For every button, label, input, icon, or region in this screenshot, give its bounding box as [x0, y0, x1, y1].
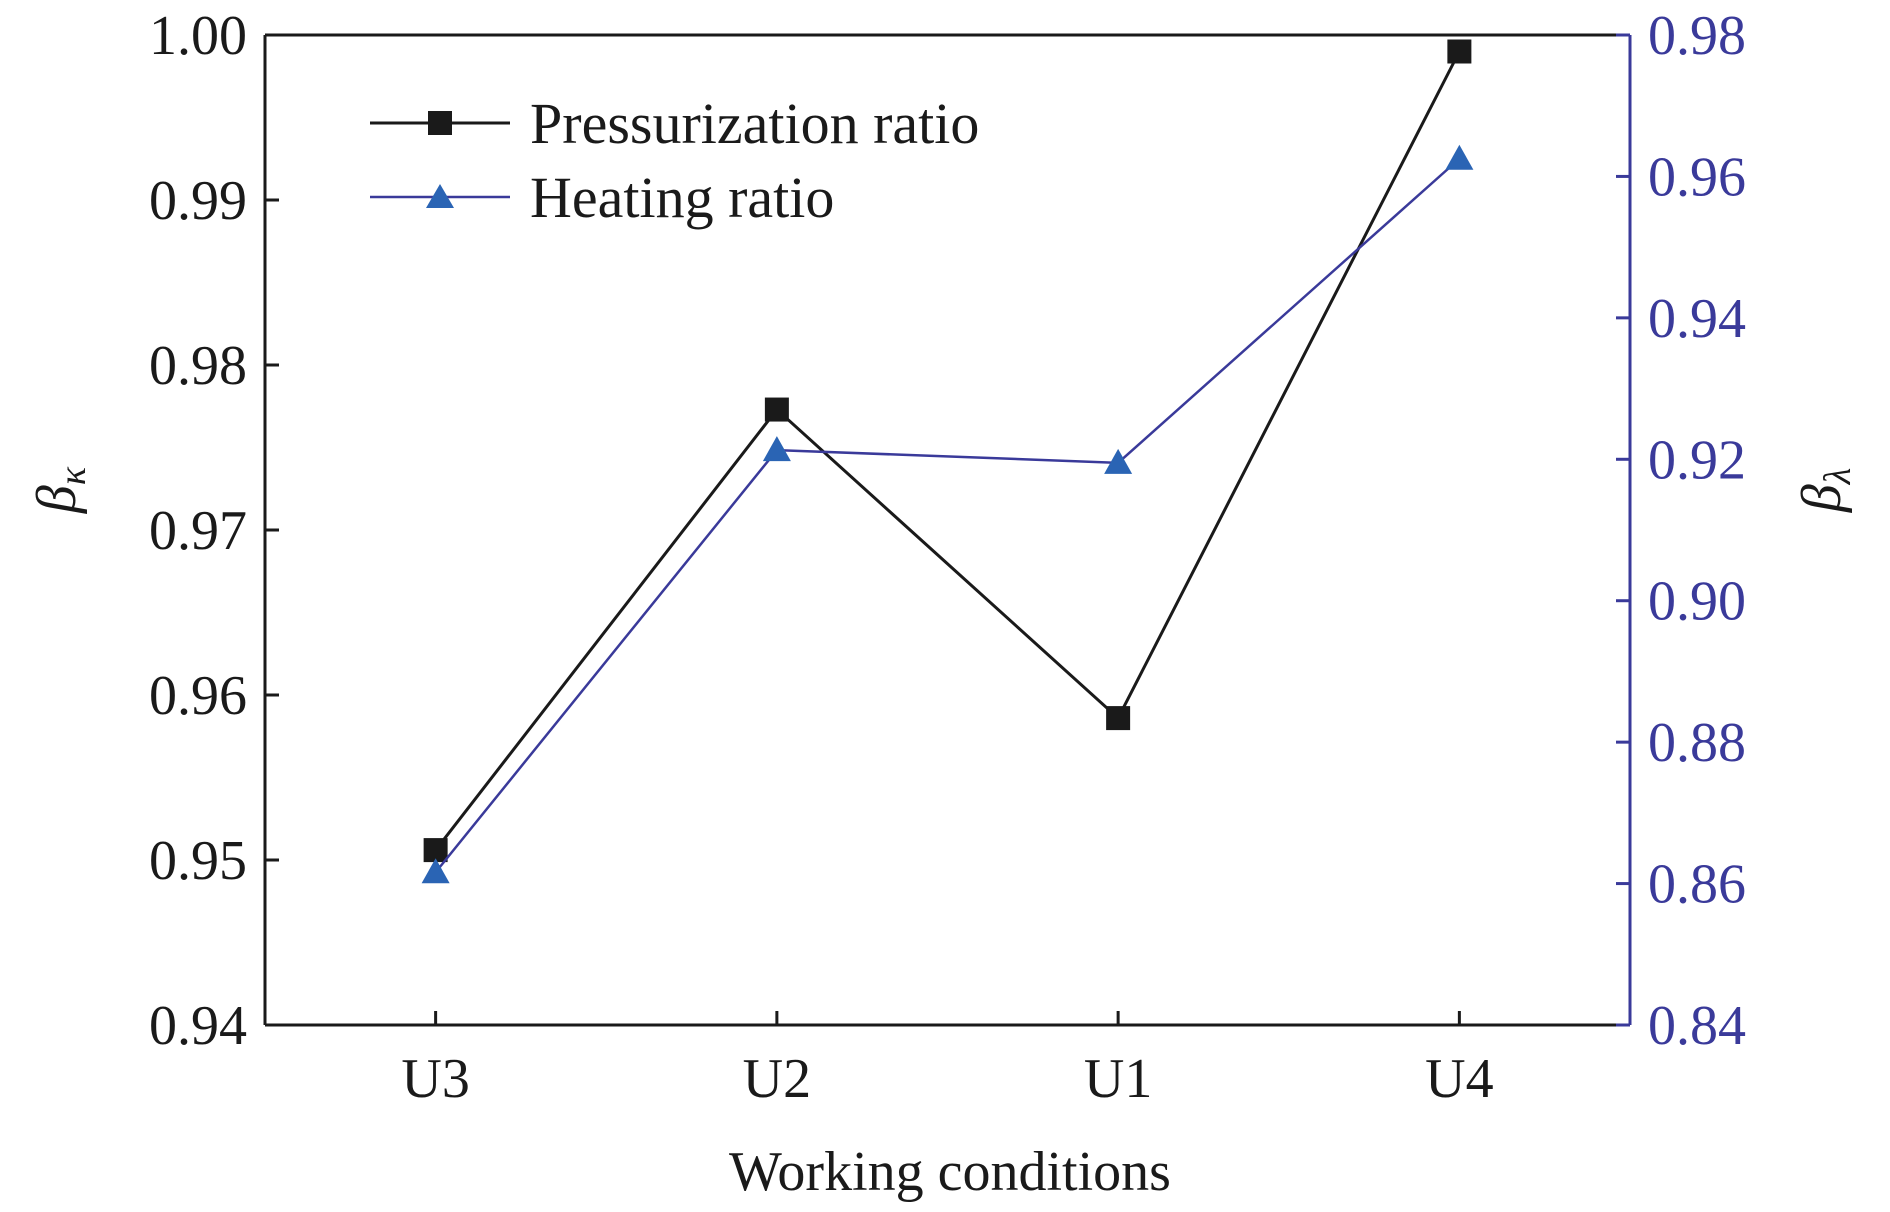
- left-tick-label: 1.00: [149, 5, 247, 67]
- data-point-pressurization-ratio-u2: [764, 397, 789, 422]
- data-point-pressurization-ratio-u3: [423, 838, 448, 863]
- right-tick-label: 0.92: [1648, 429, 1746, 491]
- legend-marker-triangle: [426, 184, 454, 208]
- right-tick-label: 0.88: [1648, 712, 1746, 774]
- data-point-heating-ratio-u2: [762, 436, 791, 462]
- left-axis-ticks: 0.94 0.95 0.96 0.97 0.98 0.99 1.00: [149, 5, 279, 1057]
- x-axis-ticks: U3 U2 U1 U4: [401, 1011, 1494, 1110]
- x-tick-label-u4: U4: [1425, 1048, 1493, 1110]
- right-axis-ticks: 0.84 0.86 0.88 0.90 0.92 0.94 0.96 0.98: [1616, 5, 1746, 1057]
- left-tick-label: 0.94: [149, 995, 247, 1057]
- right-tick-label: 0.86: [1648, 854, 1746, 916]
- svg-text:βκ: βκ: [26, 466, 94, 514]
- x-axis-title: Working conditions: [729, 1141, 1171, 1203]
- left-axis-title-subscript: κ: [52, 466, 94, 485]
- right-tick-label: 0.84: [1648, 995, 1746, 1057]
- series-line-pressurization-ratio: [434, 50, 1461, 852]
- legend: Pressurization ratio Heating ratio: [370, 91, 979, 230]
- right-axis-title-symbol: β: [1791, 484, 1853, 513]
- data-point-pressurization-ratio-u4: [1447, 39, 1472, 64]
- left-tick-label: 0.95: [149, 830, 247, 892]
- left-tick-label: 0.96: [149, 665, 247, 727]
- legend-label-heating: Heating ratio: [530, 165, 834, 230]
- series-layer: [421, 39, 1474, 884]
- right-tick-label: 0.96: [1648, 146, 1746, 208]
- left-tick-label: 0.97: [149, 500, 247, 562]
- right-axis-title-subscript: λ: [1817, 468, 1859, 485]
- left-axis-title-symbol: β: [26, 485, 88, 514]
- right-tick-label: 0.98: [1648, 5, 1746, 67]
- data-point-pressurization-ratio-u1: [1106, 706, 1131, 731]
- right-tick-label: 0.94: [1648, 288, 1746, 350]
- legend-item-pressurization: Pressurization ratio: [370, 91, 979, 156]
- data-point-heating-ratio-u1: [1104, 448, 1133, 474]
- legend-marker-square: [428, 111, 452, 135]
- series-line-heating-ratio: [434, 157, 1461, 874]
- x-tick-label-u3: U3: [401, 1048, 469, 1110]
- data-point-heating-ratio-u3: [421, 858, 450, 884]
- svg-text:βλ: βλ: [1791, 468, 1859, 513]
- legend-label-pressurization: Pressurization ratio: [530, 91, 979, 156]
- axes: [263, 33, 1632, 1027]
- legend-item-heating: Heating ratio: [370, 165, 834, 230]
- x-tick-label-u2: U2: [743, 1048, 811, 1110]
- left-tick-label: 0.99: [149, 170, 247, 232]
- data-point-heating-ratio-u4: [1445, 144, 1474, 170]
- left-axis-title: βκ: [26, 466, 94, 514]
- x-tick-label-u1: U1: [1084, 1048, 1152, 1110]
- right-axis-title: βλ: [1791, 468, 1859, 513]
- right-tick-label: 0.90: [1648, 571, 1746, 633]
- left-tick-label: 0.98: [149, 335, 247, 397]
